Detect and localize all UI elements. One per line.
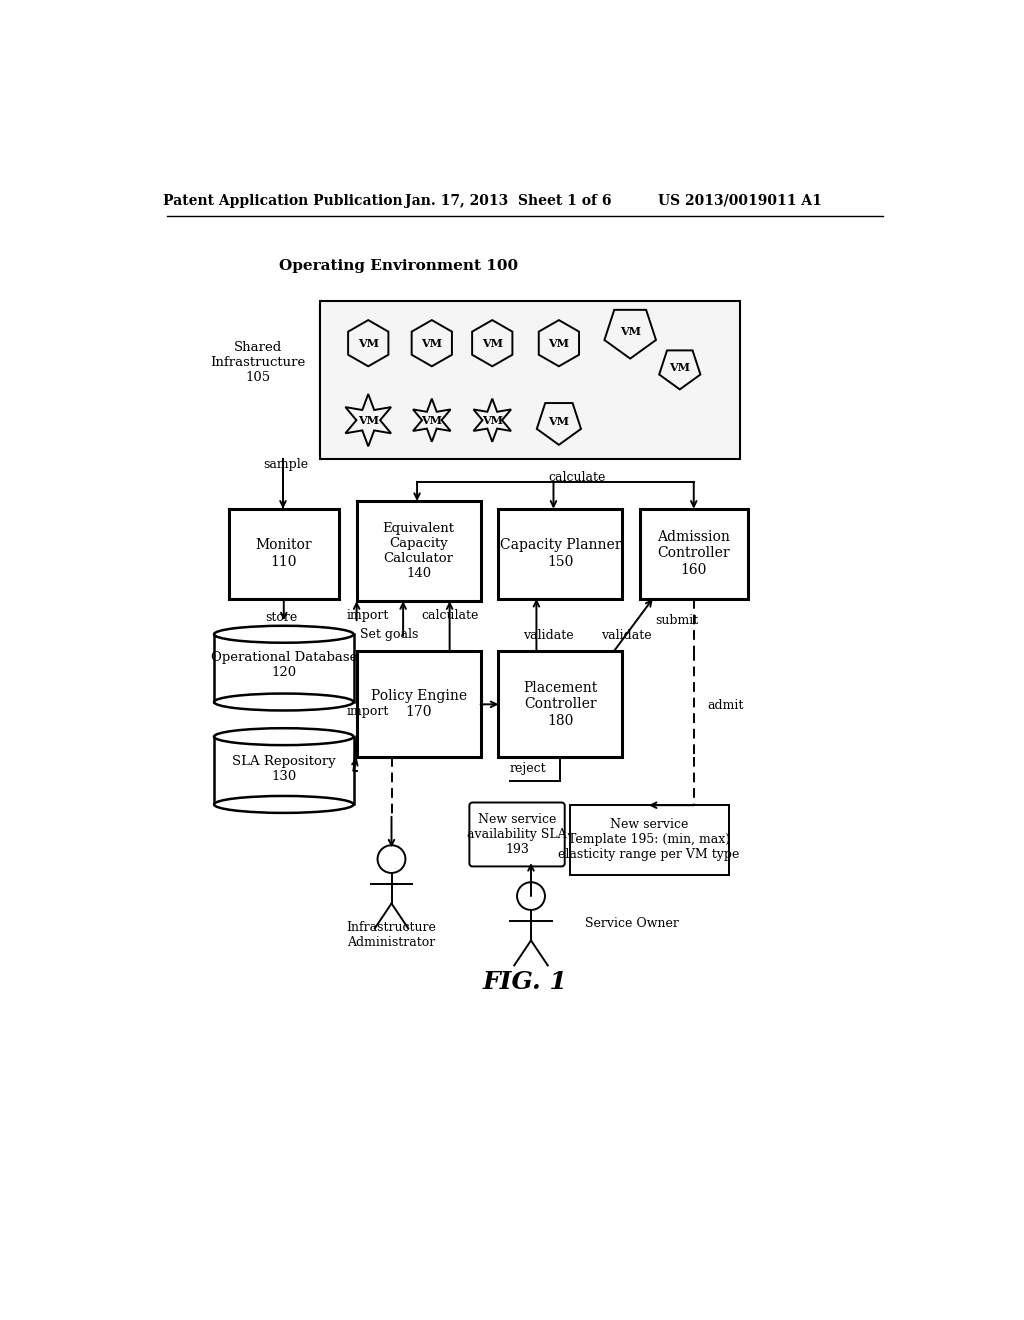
Text: Equivalent
Capacity
Calculator
140: Equivalent Capacity Calculator 140 (383, 523, 455, 579)
Text: store: store (265, 611, 297, 624)
Ellipse shape (214, 796, 353, 813)
Text: Service Owner: Service Owner (586, 917, 679, 931)
Text: validate: validate (601, 630, 651, 643)
FancyBboxPatch shape (469, 803, 564, 866)
Text: VM: VM (549, 416, 569, 428)
Ellipse shape (214, 693, 353, 710)
Text: Admission
Controller
160: Admission Controller 160 (657, 531, 730, 577)
Text: Set goals: Set goals (360, 628, 419, 640)
Text: Infrastructure
Administrator: Infrastructure Administrator (346, 921, 436, 949)
Text: submit: submit (655, 614, 698, 627)
Text: Capacity Planner
150: Capacity Planner 150 (500, 539, 622, 569)
Text: Jan. 17, 2013  Sheet 1 of 6: Jan. 17, 2013 Sheet 1 of 6 (404, 194, 611, 207)
Bar (228, 508, 339, 599)
Text: VM: VM (670, 363, 690, 374)
Bar (499, 651, 623, 758)
Bar (569, 805, 729, 875)
Text: sample: sample (263, 458, 309, 471)
Text: New service
Template 195: (min, max)
elasticity range per VM type: New service Template 195: (min, max) ela… (558, 818, 740, 862)
Text: VM: VM (481, 414, 503, 425)
Text: VM: VM (620, 326, 641, 337)
Text: VM: VM (421, 414, 442, 425)
Text: US 2013/0019011 A1: US 2013/0019011 A1 (658, 194, 822, 207)
Text: calculate: calculate (549, 471, 606, 484)
Text: admit: admit (708, 698, 744, 711)
Text: Policy Engine
170: Policy Engine 170 (371, 689, 467, 719)
Bar (640, 508, 748, 599)
Text: validate: validate (523, 630, 573, 643)
Text: Operating Environment 100: Operating Environment 100 (280, 259, 518, 273)
Bar (499, 508, 623, 599)
Ellipse shape (214, 729, 353, 744)
Text: Shared
Infrastructure
105: Shared Infrastructure 105 (211, 341, 306, 384)
Text: New service
availability SLA
193: New service availability SLA 193 (467, 813, 567, 855)
Text: Operational Database
120: Operational Database 120 (211, 651, 357, 678)
Text: VM: VM (357, 414, 379, 425)
Bar (356, 502, 480, 601)
Bar (214, 737, 353, 804)
Text: Placement
Controller
180: Placement Controller 180 (523, 681, 598, 727)
Bar (214, 635, 353, 702)
Ellipse shape (214, 626, 353, 643)
Text: FIG. 1: FIG. 1 (482, 970, 567, 994)
Text: VM: VM (357, 338, 379, 348)
Text: import: import (346, 705, 389, 718)
Bar (321, 301, 740, 459)
Text: VM: VM (481, 338, 503, 348)
Text: reject: reject (510, 762, 547, 775)
Text: calculate: calculate (421, 610, 478, 622)
Text: Patent Application Publication: Patent Application Publication (163, 194, 402, 207)
Text: SLA Repository
130: SLA Repository 130 (231, 755, 336, 783)
Text: Monitor
110: Monitor 110 (255, 539, 312, 569)
Text: VM: VM (549, 338, 569, 348)
Text: VM: VM (421, 338, 442, 348)
Text: import: import (346, 610, 389, 622)
Bar (356, 651, 480, 758)
